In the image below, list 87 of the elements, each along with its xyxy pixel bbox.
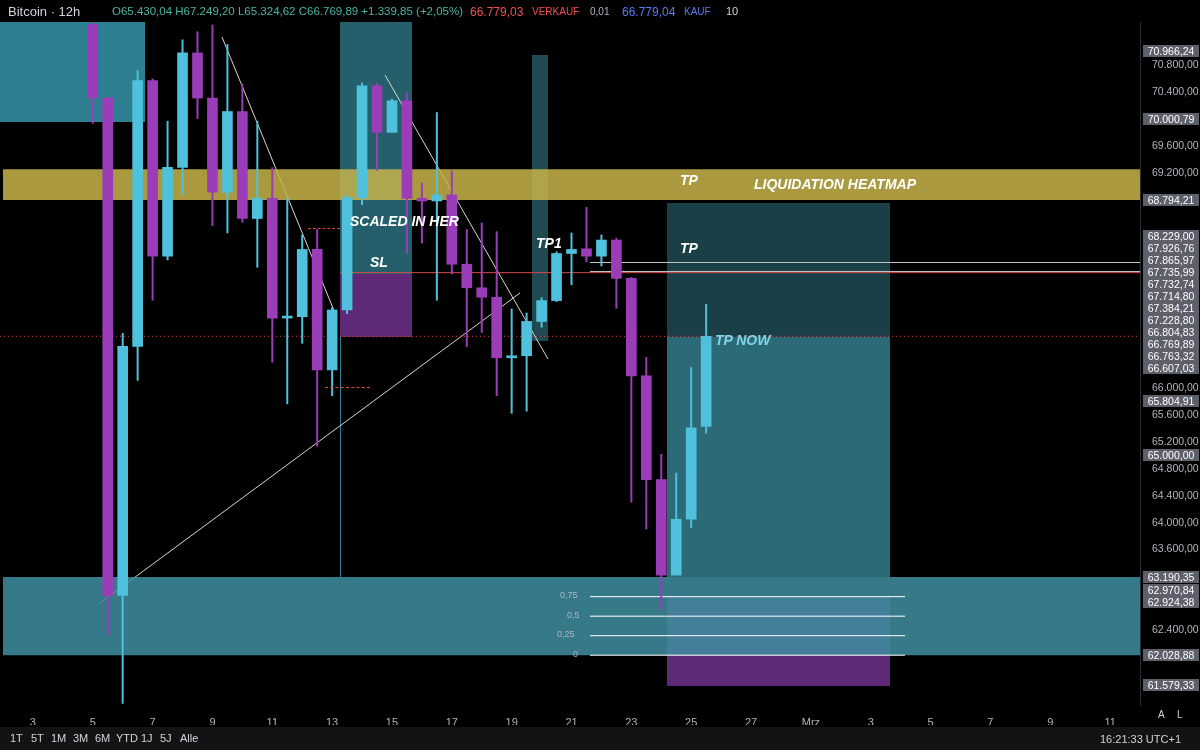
text: 5T — [31, 732, 44, 744]
text: 67.865,97 — [1143, 254, 1199, 266]
text: 66.779,03 — [470, 5, 524, 19]
text: 65.000,00 — [1143, 449, 1199, 461]
annotation: TP — [680, 240, 698, 256]
text: 3M — [73, 732, 89, 744]
x-tick-label: 15 — [385, 715, 399, 728]
y-tick-label: 65.600,00 — [1152, 407, 1199, 420]
text: KAUF — [684, 6, 711, 17]
text: 70.000,79 — [1143, 113, 1199, 125]
x-tick-label: 9 — [1047, 715, 1054, 728]
x-tick-label: 19 — [505, 715, 518, 728]
text: YTD — [116, 732, 138, 744]
x-tick-label: 17 — [445, 715, 458, 728]
annotation: 0 — [573, 649, 579, 659]
x-tick-label: 7 — [149, 715, 156, 728]
chart-subtitle: O65.430,04 H67.249,20 L65.324,62 C66.769,89 +1.339,85 (+2,05%) — [112, 5, 464, 18]
text: 67.732,74 — [1143, 278, 1199, 290]
y-tick-label: 69.200,00 — [1152, 165, 1199, 178]
text: 65.804,91 — [1143, 395, 1199, 407]
y-tick-label: 64.400,00 — [1152, 488, 1199, 501]
text: 66.607,03 — [1143, 362, 1199, 374]
text: 62.924,38 — [1143, 596, 1199, 608]
text: 1T — [10, 732, 23, 744]
candlestick — [476, 221, 488, 334]
text: 67.926,76 — [1143, 242, 1199, 254]
text: 68.229,00 — [1143, 230, 1199, 242]
x-tick-label: 9 — [209, 715, 216, 728]
text: 67.735,99 — [1143, 266, 1199, 278]
text: 67.714,80 — [1143, 290, 1199, 302]
x-tick-label: 27 — [744, 715, 758, 728]
text: 1J — [141, 732, 153, 744]
y-tick-label: 69.600,00 — [1152, 138, 1199, 151]
text: 6M — [95, 732, 111, 744]
y-tick-label: 70.800,00 — [1152, 57, 1199, 70]
candlestick — [506, 307, 517, 415]
text: 66.763,32 — [1143, 350, 1199, 362]
text: 63.190,35 — [1143, 571, 1199, 583]
y-tick-label: 64.800,00 — [1152, 461, 1199, 474]
chart-title: Bitcoin · 12h — [8, 4, 81, 19]
text: 0,01 — [590, 6, 610, 17]
text: 66.769,89 — [1143, 338, 1199, 350]
x-tick-label: 11 — [1104, 715, 1116, 728]
text: A — [1158, 709, 1165, 720]
y-tick-label: 62.400,00 — [1152, 623, 1199, 636]
candlestick — [581, 206, 592, 264]
annotation: 0,25 — [557, 629, 575, 639]
y-tick-label: 63.600,00 — [1152, 542, 1199, 555]
annotation: TP — [680, 172, 698, 188]
candlestick — [566, 231, 577, 287]
y-tick-label: 65.200,00 — [1152, 434, 1199, 447]
text: 61.579,33 — [1143, 679, 1199, 691]
x-tick-label: 3 — [867, 715, 874, 728]
annotation: 0,5 — [567, 610, 580, 620]
text: 62.970,84 — [1143, 584, 1199, 596]
x-tick-label: 11 — [266, 715, 278, 728]
y-tick-label: 66.000,00 — [1152, 380, 1199, 393]
x-tick-label: 25 — [685, 715, 698, 728]
x-tick-label: Mrz — [801, 715, 821, 728]
x-tick-label: 5 — [927, 715, 934, 728]
x-tick-label: 3 — [29, 715, 36, 728]
text: Alle — [180, 732, 199, 744]
y-tick-label: 64.000,00 — [1152, 515, 1199, 528]
x-tick-label: 23 — [625, 715, 638, 728]
text: 1M — [51, 732, 67, 744]
text: 66.779,04 — [622, 5, 676, 19]
text: 67.228,80 — [1143, 314, 1199, 326]
x-tick-label: 7 — [987, 715, 994, 728]
text: 67.384,21 — [1143, 302, 1199, 314]
annotation: TP NOW — [715, 332, 771, 348]
text: 70.966,24 — [1143, 45, 1199, 57]
text: 62.028,88 — [1143, 649, 1199, 661]
annotation: 0,75 — [560, 590, 578, 600]
y-tick-label: 70.400,00 — [1152, 84, 1199, 97]
text: L — [1177, 709, 1183, 720]
text: 66.804,83 — [1143, 326, 1199, 338]
text: 68.794,21 — [1143, 194, 1199, 206]
ref-line-label: SL — [370, 253, 388, 270]
text: 5J — [160, 732, 172, 744]
annotation: TP1 — [536, 235, 562, 251]
text: 10 — [726, 5, 739, 17]
band-label: LIQUIDATION HEATMAP — [753, 175, 917, 192]
x-tick-label: 13 — [326, 715, 339, 728]
text: VERKAUF — [532, 6, 580, 17]
text: 16:21:33 UTC+1 — [1100, 733, 1182, 745]
x-tick-label: 21 — [565, 715, 578, 728]
x-tick-label: 5 — [89, 715, 96, 728]
